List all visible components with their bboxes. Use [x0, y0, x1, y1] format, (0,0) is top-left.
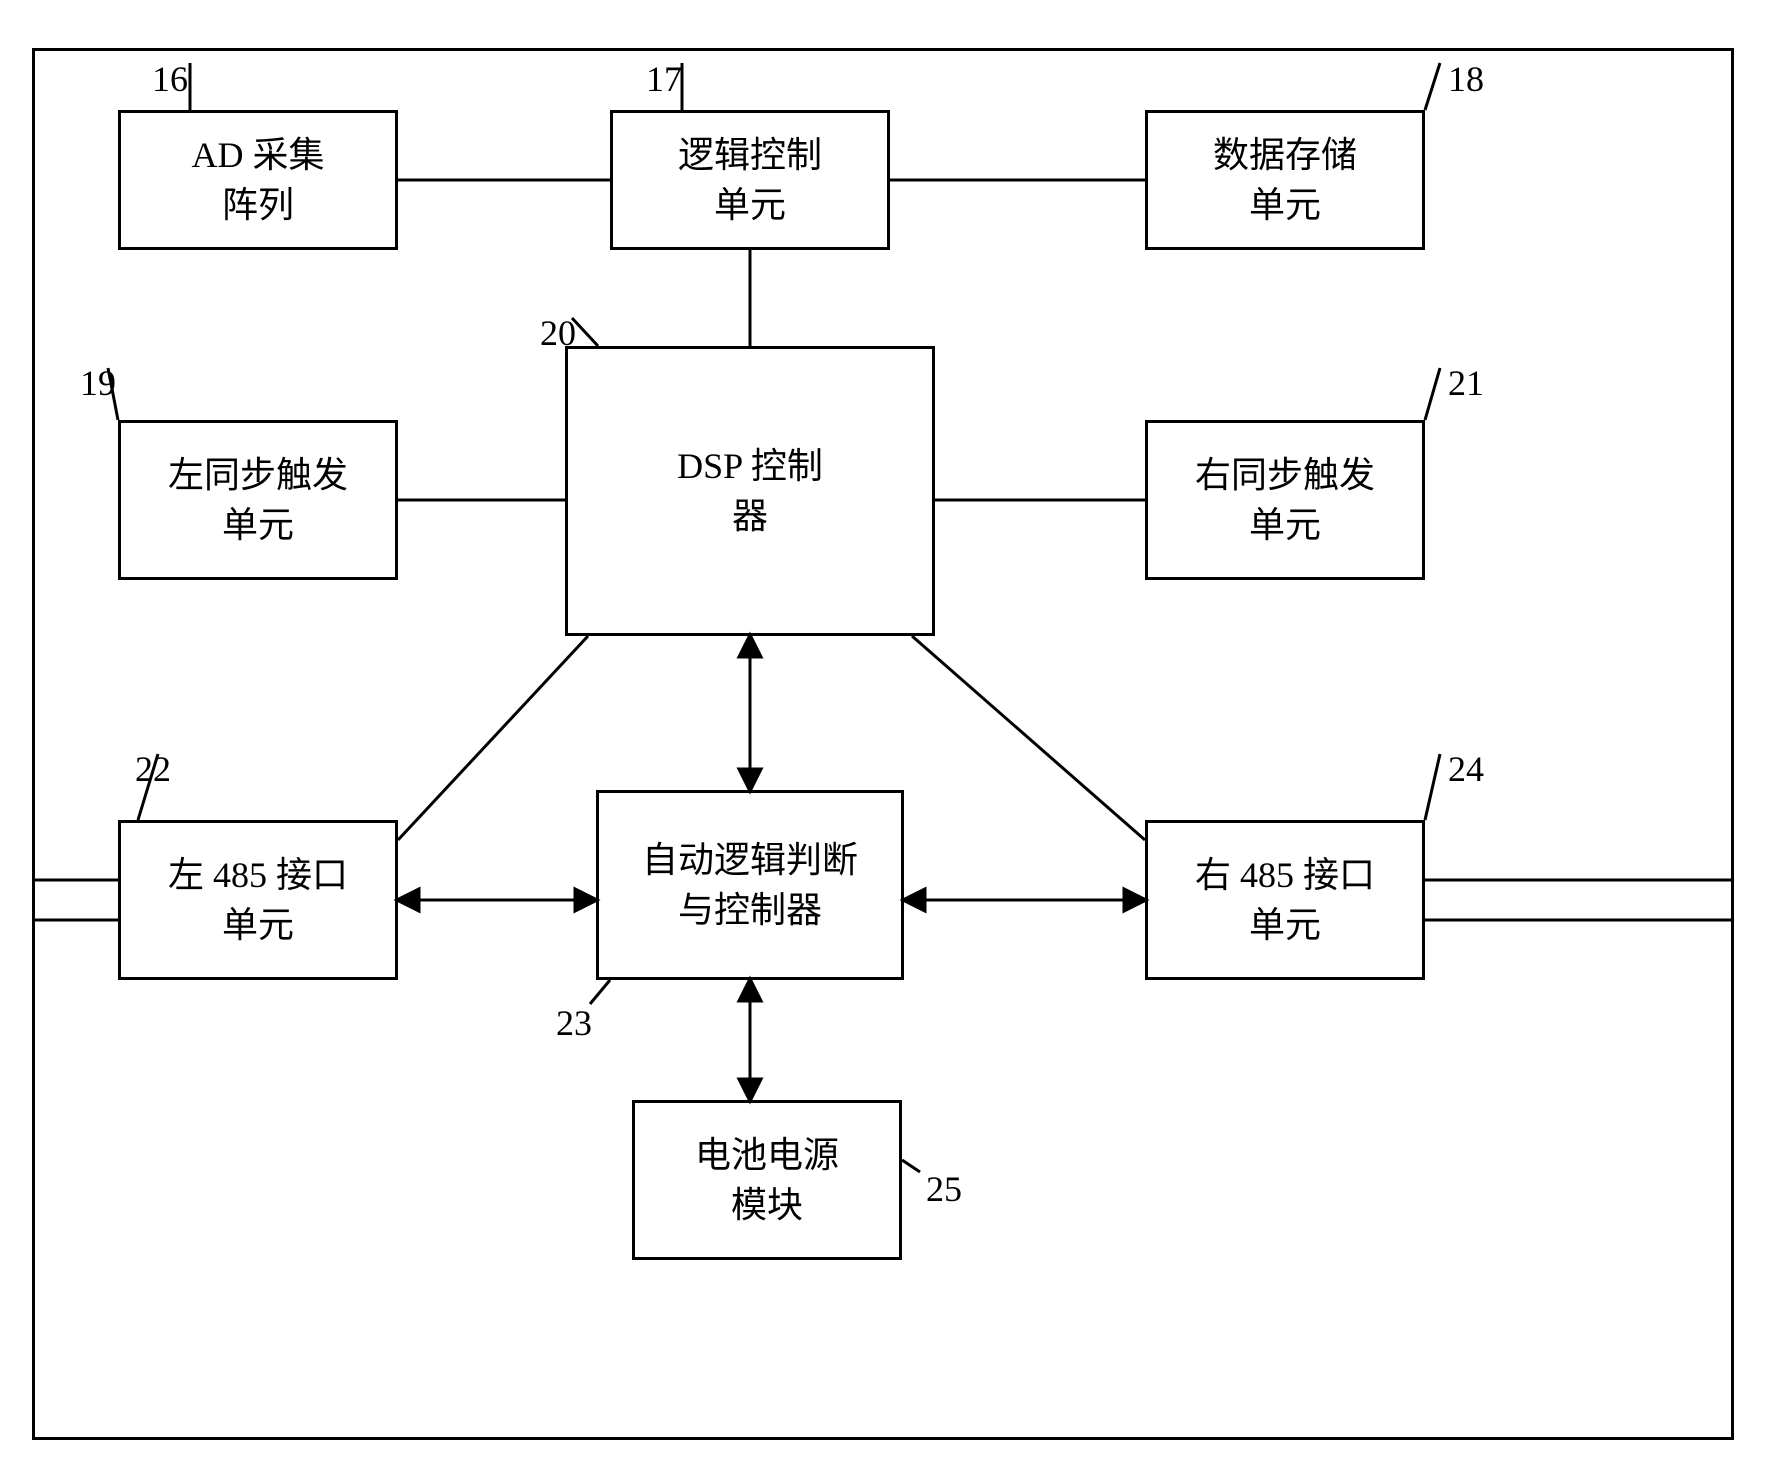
callout-label-23: 23 [556, 1002, 592, 1044]
callout-label-20: 20 [540, 312, 576, 354]
node-text-line2: 单元 [1249, 180, 1321, 230]
node-text-line2: 单元 [1249, 900, 1321, 950]
node-text-line1: 左 485 接口 [168, 850, 348, 900]
node-text-line2: 单元 [222, 500, 294, 550]
node-text-line1: 逻辑控制 [678, 130, 822, 180]
callout-label-16: 16 [152, 58, 188, 100]
node-text-line2: 与控制器 [678, 885, 822, 935]
node-text-line1: 右同步触发 [1195, 450, 1375, 500]
node-logic-control-unit: 逻辑控制 单元 [610, 110, 890, 250]
node-text-line1: DSP 控制 [677, 441, 823, 491]
node-text-line2: 单元 [1249, 500, 1321, 550]
node-text-line1: 电池电源 [695, 1130, 839, 1180]
node-text-line2: 模块 [731, 1180, 803, 1230]
node-text-line1: AD 采集 [192, 130, 325, 180]
callout-label-24: 24 [1448, 748, 1484, 790]
node-left-sync-trigger-unit: 左同步触发 单元 [118, 420, 398, 580]
node-left-485-interface-unit: 左 485 接口 单元 [118, 820, 398, 980]
node-dsp-controller: DSP 控制 器 [565, 346, 935, 636]
node-text-line2: 器 [732, 491, 768, 541]
node-text-line1: 自动逻辑判断 [642, 835, 858, 885]
node-auto-logic-judge-controller: 自动逻辑判断 与控制器 [596, 790, 904, 980]
node-text-line2: 单元 [222, 900, 294, 950]
callout-label-22: 22 [135, 748, 171, 790]
callout-label-17: 17 [646, 58, 682, 100]
node-right-485-interface-unit: 右 485 接口 单元 [1145, 820, 1425, 980]
node-right-sync-trigger-unit: 右同步触发 单元 [1145, 420, 1425, 580]
callout-label-19: 19 [80, 362, 116, 404]
node-ad-acquisition-array: AD 采集 阵列 [118, 110, 398, 250]
callout-label-21: 21 [1448, 362, 1484, 404]
node-text-line2: 阵列 [222, 180, 294, 230]
callout-label-25: 25 [926, 1168, 962, 1210]
callout-label-18: 18 [1448, 58, 1484, 100]
node-text-line2: 单元 [714, 180, 786, 230]
node-text-line1: 数据存储 [1213, 130, 1357, 180]
node-data-storage-unit: 数据存储 单元 [1145, 110, 1425, 250]
node-battery-power-module: 电池电源 模块 [632, 1100, 902, 1260]
node-text-line1: 右 485 接口 [1195, 850, 1375, 900]
node-text-line1: 左同步触发 [168, 450, 348, 500]
diagram-canvas: AD 采集 阵列 逻辑控制 单元 数据存储 单元 左同步触发 单元 DSP 控制… [0, 0, 1771, 1466]
